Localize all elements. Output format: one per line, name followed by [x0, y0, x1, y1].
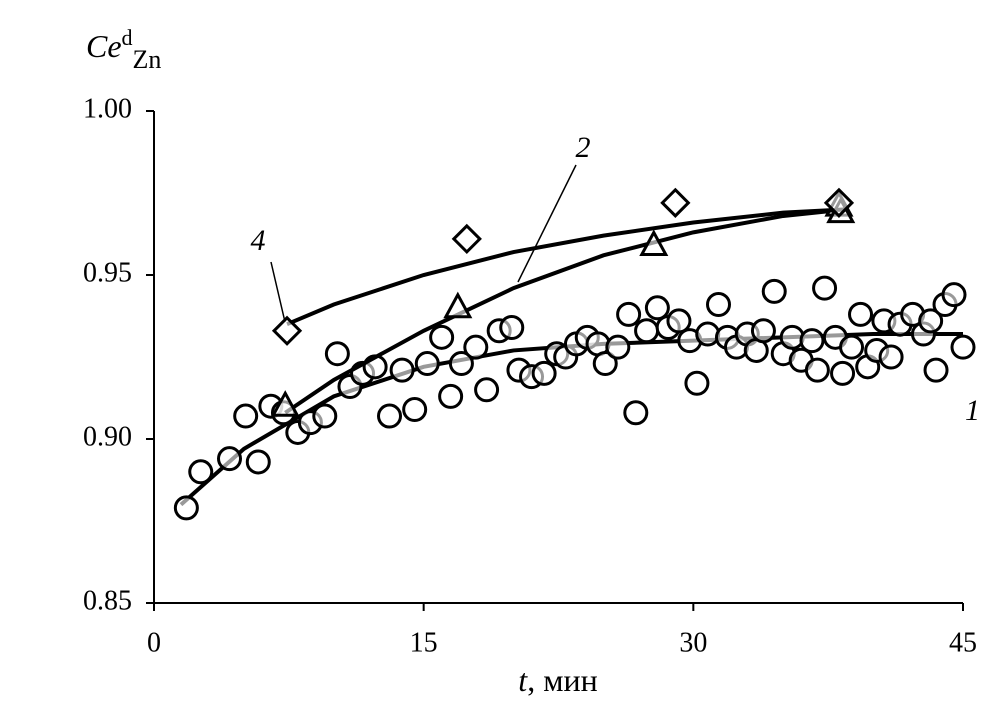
point [878, 344, 904, 370]
point [233, 403, 259, 429]
point [616, 301, 642, 327]
point [750, 318, 776, 344]
curve-label: 4 [251, 224, 266, 257]
point [706, 292, 732, 318]
point [634, 318, 660, 344]
point [592, 351, 618, 377]
point [474, 377, 500, 403]
point [639, 229, 669, 256]
point [188, 459, 214, 485]
point [812, 275, 838, 301]
point [414, 351, 440, 377]
point [799, 328, 825, 354]
point [950, 334, 976, 360]
point [644, 295, 670, 321]
y-label-sub: Zn [133, 45, 162, 74]
point [402, 396, 428, 422]
point [499, 314, 525, 340]
x-tick-label: 45 [949, 627, 977, 658]
point [830, 360, 856, 386]
fit-line [286, 207, 847, 327]
y-axis-label: CedZn [86, 25, 161, 74]
point [312, 403, 338, 429]
point [839, 334, 865, 360]
point [660, 187, 691, 218]
y-label-sup: d [122, 25, 133, 50]
y-tick-label: 0.95 [83, 257, 132, 288]
point [804, 357, 830, 383]
point [779, 324, 805, 350]
y-tick-label: 0.90 [83, 421, 132, 452]
point [173, 495, 199, 521]
point [463, 334, 489, 360]
point [451, 223, 482, 255]
point [941, 282, 967, 308]
point [271, 315, 303, 346]
point [377, 403, 403, 429]
point [448, 351, 474, 377]
x-label-unit: , мин [527, 662, 598, 698]
point [923, 357, 949, 383]
y-tick-label: 1.00 [83, 93, 132, 124]
point [695, 321, 721, 347]
leader-line [517, 164, 577, 283]
x-label-var: t [518, 662, 528, 698]
point [531, 360, 557, 386]
point [605, 334, 631, 360]
point [761, 278, 787, 304]
leader-line [270, 261, 286, 323]
x-axis-label: t, мин [518, 662, 597, 698]
y-tick-label: 0.85 [83, 585, 132, 616]
y-label-main: Ce [86, 28, 122, 64]
point [848, 301, 874, 327]
point [270, 390, 300, 417]
point [443, 291, 473, 319]
point [666, 308, 692, 334]
fit-line [284, 207, 847, 415]
point [623, 400, 649, 426]
point [438, 383, 464, 409]
curve-label: 1 [965, 394, 980, 427]
x-tick-label: 15 [410, 627, 438, 658]
point [918, 308, 944, 334]
point [684, 370, 710, 396]
point [823, 187, 855, 218]
point [389, 357, 415, 383]
x-tick-label: 30 [679, 627, 707, 658]
curve-label: 2 [576, 131, 591, 164]
x-tick-label: 0 [147, 627, 161, 658]
point [324, 341, 350, 367]
point [217, 446, 243, 472]
point [429, 324, 455, 350]
point [245, 449, 271, 475]
